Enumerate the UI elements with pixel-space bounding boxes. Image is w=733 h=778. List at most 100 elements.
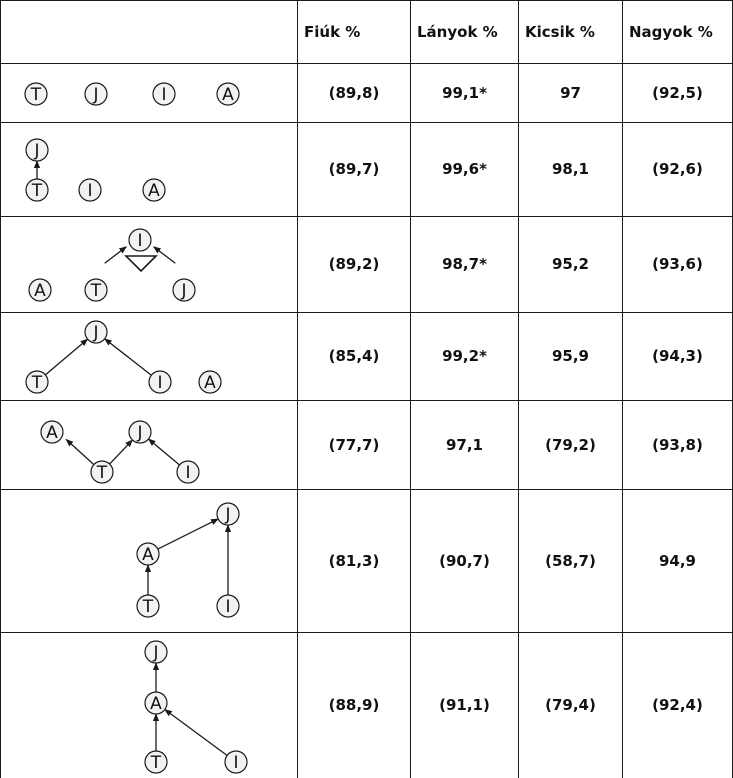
cell-r2-nagyok: (92,6) bbox=[652, 160, 703, 178]
node-t: T bbox=[84, 278, 108, 302]
node-a: A bbox=[28, 278, 52, 302]
node-a: A bbox=[144, 691, 168, 715]
node-a: A bbox=[136, 542, 160, 566]
cell-r5-nagyok: (93,8) bbox=[652, 435, 703, 454]
cell-r3-lanyok: 98,7* bbox=[442, 255, 487, 273]
cell-r5-kicsik: (79,2) bbox=[545, 435, 596, 454]
grid-line bbox=[0, 400, 733, 401]
cell-r1-nagyok: (92,5) bbox=[652, 83, 703, 102]
header-nagyok: Nagyok % bbox=[629, 22, 713, 41]
edge-j-i bbox=[153, 246, 176, 264]
edge-t-j bbox=[44, 338, 89, 376]
svg-text:J: J bbox=[152, 643, 158, 663]
svg-text:T: T bbox=[96, 463, 108, 483]
svg-text:J: J bbox=[136, 423, 142, 443]
cell-r4-fiuk: (85,4) bbox=[328, 347, 380, 365]
svg-text:I: I bbox=[225, 597, 230, 617]
cell-r5-fiuk: (77,7) bbox=[328, 435, 380, 454]
cell-r6-lanyok: (90,7) bbox=[439, 551, 490, 570]
node-t: T bbox=[136, 594, 160, 618]
cell-r7-fiuk: (88,9) bbox=[328, 696, 380, 714]
cell-r5-lanyok: 97,1 bbox=[445, 435, 483, 454]
edge-i-a bbox=[164, 709, 228, 756]
svg-text:A: A bbox=[34, 281, 46, 301]
svg-text:T: T bbox=[31, 373, 43, 393]
node-a: A bbox=[40, 420, 64, 444]
cell-r1-kicsik: 97 bbox=[560, 83, 581, 102]
cell-r4-kicsik: 95,9 bbox=[551, 347, 589, 365]
svg-text:J: J bbox=[33, 141, 39, 161]
node-j: J bbox=[128, 420, 152, 444]
svg-text:J: J bbox=[180, 281, 186, 301]
grid-line bbox=[0, 0, 1, 778]
grid-line bbox=[0, 489, 733, 490]
cell-r3-nagyok: (93,6) bbox=[652, 255, 703, 273]
svg-text:J: J bbox=[92, 85, 98, 105]
edge-a-j bbox=[157, 518, 219, 550]
svg-text:A: A bbox=[222, 85, 234, 105]
cell-r7-kicsik: (79,4) bbox=[545, 696, 596, 714]
cell-r3-fiuk: (89,2) bbox=[328, 255, 380, 273]
cell-r4-nagyok: (94,3) bbox=[652, 347, 703, 365]
svg-text:A: A bbox=[46, 423, 58, 443]
svg-text:I: I bbox=[233, 753, 238, 773]
svg-text:A: A bbox=[142, 545, 154, 565]
cell-r1-fiuk: (89,8) bbox=[328, 83, 380, 102]
svg-text:A: A bbox=[150, 694, 162, 714]
node-j: J bbox=[172, 278, 196, 302]
node-a: A bbox=[142, 178, 166, 202]
header-fiuk: Fiúk % bbox=[304, 22, 361, 41]
edge-t-i bbox=[104, 246, 127, 264]
edge-i-j bbox=[104, 338, 152, 376]
cell-r3-kicsik: 95,2 bbox=[551, 255, 589, 273]
edge-i-j bbox=[147, 438, 180, 466]
cell-r1-lanyok: 99,1* bbox=[442, 83, 487, 102]
cell-r6-fiuk: (81,3) bbox=[328, 551, 380, 570]
svg-text:A: A bbox=[204, 373, 216, 393]
svg-text:A: A bbox=[148, 181, 160, 201]
node-j: J bbox=[84, 320, 108, 344]
cell-r7-nagyok: (92,4) bbox=[652, 696, 703, 714]
svg-text:T: T bbox=[31, 181, 43, 201]
header-lanyok: Lányok % bbox=[417, 22, 498, 41]
node-i: I bbox=[152, 82, 176, 106]
grid-line bbox=[297, 0, 298, 778]
cell-r2-lanyok: 99,6* bbox=[442, 160, 487, 178]
cell-r4-lanyok: 99,2* bbox=[442, 347, 487, 365]
header-kicsik: Kicsik % bbox=[525, 22, 595, 41]
node-j: J bbox=[216, 502, 240, 526]
node-i: I bbox=[148, 370, 172, 394]
node-t: T bbox=[144, 750, 168, 774]
node-a: A bbox=[216, 82, 240, 106]
svg-text:J: J bbox=[224, 505, 230, 525]
svg-text:T: T bbox=[90, 281, 102, 301]
node-i: I bbox=[224, 750, 248, 774]
node-j: J bbox=[144, 640, 168, 664]
grid-line bbox=[0, 63, 733, 64]
grid-line bbox=[0, 122, 733, 123]
node-i: I bbox=[216, 594, 240, 618]
grid-line bbox=[518, 0, 519, 778]
node-j: J bbox=[25, 138, 49, 162]
grid-line bbox=[410, 0, 411, 778]
svg-text:I: I bbox=[87, 181, 92, 201]
node-t: T bbox=[24, 82, 48, 106]
cell-r6-nagyok: 94,9 bbox=[658, 551, 696, 570]
node-j: J bbox=[84, 82, 108, 106]
grid-line bbox=[0, 632, 733, 633]
node-a: A bbox=[198, 370, 222, 394]
node-t: T bbox=[25, 178, 49, 202]
svg-text:T: T bbox=[30, 85, 42, 105]
svg-text:I: I bbox=[185, 463, 190, 483]
cell-r7-lanyok: (91,1) bbox=[439, 696, 490, 714]
svg-text:T: T bbox=[150, 753, 162, 773]
grid-line bbox=[622, 0, 623, 778]
node-i: I bbox=[128, 228, 152, 252]
edge-t-a bbox=[65, 438, 95, 466]
cell-r6-kicsik: (58,7) bbox=[545, 551, 596, 570]
grid-line bbox=[0, 216, 733, 217]
node-t: T bbox=[90, 460, 114, 484]
svg-text:I: I bbox=[137, 231, 142, 251]
